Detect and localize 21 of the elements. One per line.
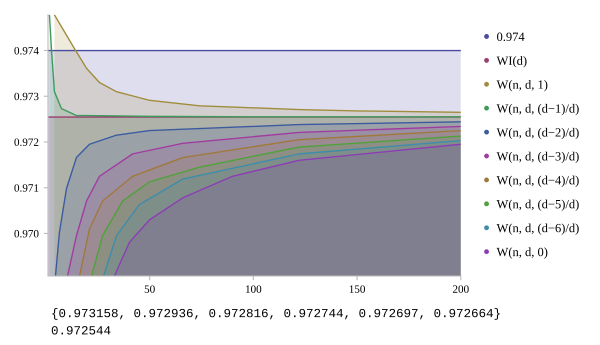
x-tick-label: 150 [350,285,365,293]
y-tick-label: 0.970 [14,230,39,238]
text: {0.973158, 0.972936, 0.972816, 0.972744, 0.972697, 0.972664} [52,308,500,320]
x-tick-label: 200 [452,285,469,293]
x-tick-label: 100 [246,285,262,293]
legend-label: W(n, d, (d−1)/d) [496,104,579,116]
legend-label: W(n, d, (d−5)/d) [496,200,579,211]
legend-label: WI(d) [496,56,527,68]
y-tick-label: 0.972 [14,138,38,146]
legend-label: W(n, d, (d−4)/d) [496,176,579,187]
legend-label: W(n, d, (d−2)/d) [496,128,579,140]
legend-label: 0.974 [497,32,524,42]
legend-label: W(n, d, (d−6)/d) [496,223,579,235]
y-tick-label: 0.973 [14,92,39,100]
text: 0.972544 [52,326,110,335]
x-tick-label: 50 [144,285,155,293]
y-tick-label: 0.974 [14,46,39,55]
legend-label: W(n, d, 0) [496,247,548,259]
y-tick-label: 0.971 [14,184,38,192]
legend-label: W(n, d, (d−3)/d) [496,152,579,164]
legend-label: W(n, d, 1) [496,80,548,92]
